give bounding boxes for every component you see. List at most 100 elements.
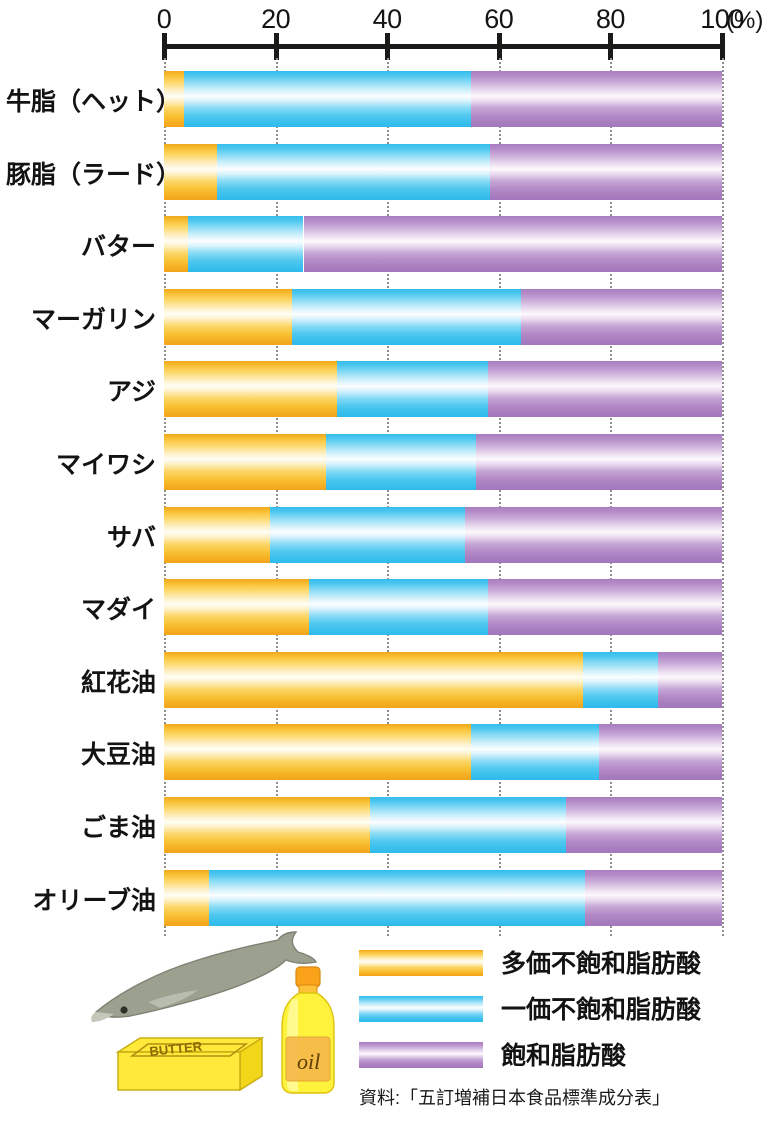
stacked-bar — [164, 361, 722, 418]
x-axis-tick-mark-80 — [608, 33, 614, 60]
x-axis-tick-label-40: 40 — [372, 4, 403, 34]
stacked-bar — [164, 869, 722, 926]
legend-item: 多価不飽和脂肪酸 — [359, 946, 759, 986]
stacked-bar — [164, 143, 722, 200]
x-axis-tick-mark-40 — [385, 33, 391, 60]
bar-segment-mono — [217, 143, 491, 200]
legend-item: 飽和脂肪酸 — [359, 1038, 759, 1078]
legend-label: 多価不飽和脂肪酸 — [501, 950, 702, 978]
stacked-bar — [164, 288, 722, 345]
category-label: マダイ — [80, 596, 156, 625]
x-axis-tick-mark-60 — [496, 33, 502, 60]
bar-segment-mono — [470, 724, 600, 781]
bar-segment-poly — [164, 434, 326, 490]
bar-row: 牛脂（ヘット） — [0, 71, 768, 127]
bar-row: 豚脂（ラード） — [0, 143, 768, 200]
bar-segment-poly — [164, 579, 310, 636]
bar-segment-sat — [521, 288, 722, 345]
category-label: アジ — [106, 378, 156, 407]
legend-swatch-poly — [359, 950, 483, 976]
gridline-20 — [275, 58, 278, 936]
bar-segment-mono — [325, 434, 477, 490]
category-label: マーガリン — [30, 305, 156, 334]
bar-segment-poly — [164, 288, 293, 345]
bar-row: アジ — [0, 361, 768, 418]
oil-bottle-illustration: oil — [281, 966, 335, 1094]
x-axis-tick-label-60: 60 — [484, 4, 514, 34]
bar-segment-sat — [490, 143, 722, 200]
bar-segment-mono — [270, 506, 466, 563]
x-axis-tick-mark-20 — [273, 33, 279, 60]
bar-segment-sat — [476, 434, 722, 490]
bar-segment-mono — [336, 361, 488, 418]
bar-segment-sat — [565, 797, 722, 853]
legend-swatch-mono — [359, 996, 483, 1022]
stacked-bar — [164, 434, 722, 490]
bar-row: マダイ — [0, 579, 768, 636]
bar-segment-mono — [292, 288, 522, 345]
stacked-bar — [164, 71, 722, 127]
bar-row: バター — [0, 216, 768, 273]
bar-row: 紅花油 — [0, 651, 768, 708]
fish-illustration — [91, 931, 318, 1022]
butter-label: BUTTER — [149, 1038, 204, 1058]
category-label: 紅花油 — [80, 668, 156, 697]
bar-segment-mono — [208, 869, 586, 926]
x-axis-tick-mark-0 — [162, 33, 167, 60]
x-axis-labels: 0 20 40 60 80 100 — [0, 0, 768, 36]
gridline-60 — [498, 58, 501, 936]
legend-label: 飽和脂肪酸 — [501, 1042, 627, 1070]
bar-segment-sat — [657, 651, 722, 708]
stacked-bar — [164, 506, 722, 563]
x-axis-unit-label: (%) — [726, 7, 764, 34]
gridline-80 — [610, 58, 613, 936]
bar-segment-poly — [164, 216, 188, 273]
bar-row: ごま油 — [0, 797, 768, 853]
bar-segment-sat — [585, 869, 722, 926]
bar-segment-poly — [164, 651, 583, 708]
bar-row: オリーブ油 — [0, 869, 768, 926]
gridline-40 — [387, 58, 390, 936]
bar-row: 大豆油 — [0, 724, 768, 781]
illustrations-group: BUTTER oil — [90, 930, 370, 1100]
bar-segment-mono — [582, 651, 658, 708]
bar-segment-poly — [164, 869, 209, 926]
bar-segment-sat — [487, 579, 722, 636]
x-axis-line — [164, 44, 722, 49]
category-label: 大豆油 — [80, 741, 156, 770]
bar-segment-sat — [465, 506, 722, 563]
legend-swatch-sat — [359, 1042, 483, 1068]
stacked-bar — [164, 797, 722, 853]
legend-item: 一価不飽和脂肪酸 — [359, 992, 759, 1032]
gridline-100 — [722, 58, 724, 936]
butter-illustration: BUTTER — [115, 1036, 265, 1092]
bar-segment-sat — [303, 216, 722, 273]
bar-segment-mono — [370, 797, 566, 853]
bar-segment-poly — [164, 506, 271, 563]
x-axis-tick-label-20: 20 — [261, 4, 291, 34]
bar-segment-poly — [164, 71, 185, 127]
stacked-bar — [164, 579, 722, 636]
bar-segment-poly — [164, 797, 371, 853]
category-label: バター — [80, 233, 156, 262]
x-axis-tick-label-0: 0 — [156, 4, 172, 34]
bar-segment-poly — [164, 724, 471, 781]
category-label: 豚脂（ラード） — [6, 160, 182, 189]
category-label: ごま油 — [80, 814, 156, 842]
bar-segment-mono — [309, 579, 488, 636]
category-label: マイワシ — [55, 451, 156, 479]
x-axis-tick-label-80: 80 — [595, 4, 626, 34]
bar-segment-poly — [164, 361, 337, 418]
bar-segment-sat — [599, 724, 722, 781]
stacked-bar — [164, 216, 722, 273]
category-label: サバ — [106, 523, 156, 552]
category-label: オリーブ油 — [32, 886, 156, 915]
legend-label: 一価不飽和脂肪酸 — [501, 996, 702, 1024]
stacked-bar — [164, 724, 722, 781]
bar-segment-poly — [164, 143, 217, 200]
source-note: 資料:「五訂増補日本食品標準成分表」 — [359, 1088, 670, 1108]
bar-row: サバ — [0, 506, 768, 563]
bar-row: マイワシ — [0, 434, 768, 490]
